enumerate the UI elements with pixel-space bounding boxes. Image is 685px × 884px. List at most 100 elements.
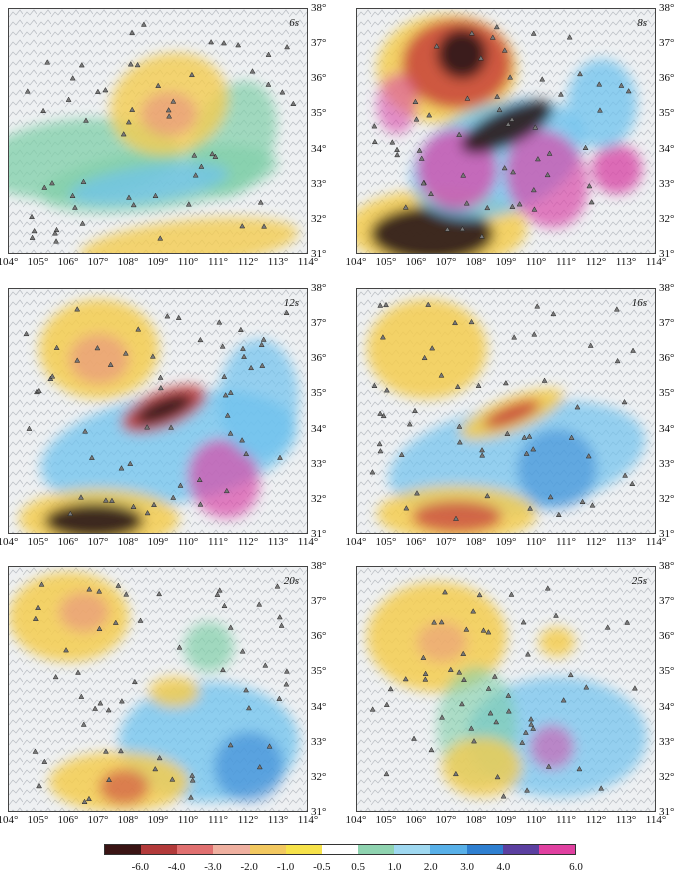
colorbar-label: 6.0 <box>569 861 583 873</box>
station-marker <box>531 206 538 212</box>
station-marker <box>582 144 589 150</box>
station-marker <box>107 361 114 367</box>
latitude-label: 32° <box>659 492 675 505</box>
station-marker <box>625 88 632 94</box>
station-marker <box>239 648 246 654</box>
station-marker <box>259 362 266 368</box>
station-marker <box>35 604 42 610</box>
longitude-label: 108° <box>117 814 139 826</box>
station-marker <box>223 487 230 494</box>
longitude-label: 114° <box>645 814 667 826</box>
station-marker <box>165 107 172 113</box>
latitude-label: 31° <box>659 248 675 260</box>
station-marker <box>632 685 638 691</box>
longitude-label: 112° <box>237 256 259 268</box>
longitude-label: 105° <box>27 814 49 826</box>
station-marker <box>72 204 78 210</box>
station-marker <box>547 493 554 500</box>
station-marker <box>106 776 112 782</box>
latitude-label: 34° <box>659 700 675 713</box>
station-marker <box>505 121 512 127</box>
station-marker <box>470 608 477 614</box>
longitude-label: 111° <box>555 256 577 268</box>
latitude-label: 38° <box>659 2 675 14</box>
station-marker <box>531 331 538 337</box>
station-marker <box>105 707 112 713</box>
map-panel-8s: 8s 38° 37° 36° 35° 34° 33° 32° 31° 104° 105° 106° 10… <box>346 2 675 268</box>
station-marker <box>544 585 551 591</box>
station-marker <box>521 434 528 440</box>
station-marker <box>96 625 103 631</box>
latitude-label: 34° <box>311 700 327 713</box>
station-marker <box>508 591 515 597</box>
latitude-label: 35° <box>311 665 327 678</box>
station-marker <box>118 747 124 754</box>
longitude-label: 106° <box>405 814 427 826</box>
station-marker <box>530 186 537 193</box>
latitude-label: 37° <box>311 595 327 608</box>
station-marker <box>82 428 89 434</box>
station-marker <box>277 454 283 460</box>
latitude-label: 34° <box>311 142 327 155</box>
longitude-label: 110° <box>177 814 199 826</box>
station-marker <box>416 147 423 153</box>
latitude-label: 37° <box>659 37 675 50</box>
station-marker <box>403 505 410 511</box>
latitude-label: 33° <box>659 735 675 748</box>
longitude-label: 110° <box>525 536 547 548</box>
station-marker <box>265 51 272 57</box>
station-marker <box>463 200 470 206</box>
anomaly-region <box>442 737 522 797</box>
latitude-label: 31° <box>659 528 675 540</box>
station-marker <box>464 95 471 101</box>
anomaly-region <box>367 299 487 399</box>
station-marker <box>266 743 273 749</box>
station-marker <box>157 235 164 241</box>
colorbar-segment <box>285 845 322 854</box>
station-marker <box>377 410 384 416</box>
period-label: 12s <box>283 297 299 309</box>
station-marker <box>420 180 427 186</box>
station-marker <box>283 681 290 687</box>
station-marker <box>94 88 101 94</box>
station-marker <box>86 795 92 802</box>
station-marker <box>394 151 401 158</box>
colorbar-label: -6.0 <box>131 861 150 873</box>
station-marker <box>240 345 246 351</box>
station-marker <box>24 88 31 94</box>
station-marker <box>371 382 378 388</box>
station-marker <box>530 725 537 731</box>
latitude-label: 37° <box>659 595 675 608</box>
station-marker <box>239 223 246 229</box>
longitude-label: 111° <box>207 256 229 268</box>
station-marker <box>478 233 485 239</box>
station-marker <box>622 472 629 478</box>
latitude-label: 34° <box>311 422 327 435</box>
station-marker <box>102 748 109 754</box>
station-marker <box>387 685 394 692</box>
station-marker <box>156 590 163 597</box>
station-marker <box>65 96 72 102</box>
station-marker <box>614 357 621 364</box>
station-marker <box>115 582 122 588</box>
longitude-label: 106° <box>405 256 427 268</box>
colorbar-segment <box>105 845 142 854</box>
station-marker <box>507 74 514 80</box>
station-marker <box>541 377 548 383</box>
station-marker <box>32 615 39 621</box>
station-marker <box>216 319 223 325</box>
station-marker <box>596 81 603 87</box>
station-marker <box>376 440 383 447</box>
anomaly-region <box>59 592 109 632</box>
colorbar-label: 3.0 <box>460 861 474 873</box>
station-marker <box>38 581 45 587</box>
longitude-label: 114° <box>297 256 319 268</box>
station-marker <box>439 714 445 720</box>
station-marker <box>485 629 492 635</box>
station-marker <box>456 669 463 675</box>
station-marker <box>550 310 557 317</box>
station-marker <box>40 107 47 113</box>
station-marker <box>585 453 592 459</box>
station-marker <box>505 708 512 714</box>
latitude-label: 38° <box>311 560 327 572</box>
